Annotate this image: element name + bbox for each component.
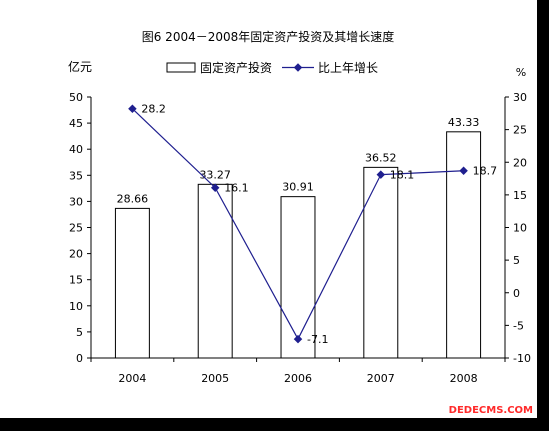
bar: [280, 196, 316, 359]
growth-value-label: 16.1: [224, 182, 249, 195]
growth-point: [459, 166, 468, 175]
growth-point: [376, 170, 386, 179]
left-axis-tick-label: 35: [69, 169, 83, 182]
right-axis-tick-label: 10: [513, 222, 527, 235]
chart-title: 图6 2004－2008年固定资产投资及其增长速度: [142, 29, 395, 44]
growth-value-label: 18.1: [390, 169, 415, 182]
right-axis-tick-label: 30: [513, 91, 527, 104]
left-axis-tick-label: 50: [69, 91, 83, 104]
bar: [197, 183, 233, 359]
bar-value-label: 33.27: [199, 168, 231, 181]
left-axis-label: 亿元: [68, 59, 92, 74]
left-axis-tick-label: 20: [69, 248, 83, 261]
x-axis-tick-label: 2006: [284, 372, 312, 385]
growth-value-label: 18.7: [473, 165, 498, 178]
bar: [114, 207, 150, 359]
left-axis-tick-label: 0: [76, 352, 83, 365]
bar: [363, 166, 399, 359]
watermark-line-1: 织梦内容管理系统: [436, 390, 533, 405]
right-axis-tick-label: 5: [513, 254, 520, 267]
watermark-line-2: DEDECMS.COM: [448, 405, 533, 416]
x-axis-tick-label: 2005: [201, 372, 229, 385]
x-axis-tick-label: 2007: [367, 372, 395, 385]
left-axis-tick-label: 10: [69, 300, 83, 313]
x-axis-tick-label: 2008: [450, 372, 478, 385]
left-axis-tick-label: 45: [69, 117, 83, 130]
growth-point: [210, 183, 220, 192]
right-axis-tick-label: 25: [513, 124, 527, 137]
left-axis-tick-label: 30: [69, 195, 83, 208]
bar-value-label: 43.33: [448, 116, 480, 129]
bar-value-label: 30.91: [282, 181, 314, 194]
right-axis-tick-label: -10: [513, 352, 531, 365]
chart-panel: 图6 2004－2008年固定资产投资及其增长速度 亿元 % 固定资产投资 比上…: [0, 0, 537, 418]
bar-value-label: 36.52: [365, 151, 397, 164]
plot-area: 0 5 10 15 20 25 30 35 40 45 50 -10 -5 0 5 10 15 20 25 30 200…: [69, 91, 531, 385]
legend-line-marker: [293, 63, 303, 72]
growth-value-label: -7.1: [307, 333, 328, 346]
growth-point: [293, 334, 303, 344]
legend-bar-label: 固定资产投资: [200, 60, 272, 75]
right-axis-tick-label: 20: [513, 156, 527, 169]
legend-line-label: 比上年增长: [318, 61, 378, 75]
right-axis-tick-label: 0: [513, 287, 520, 300]
legend-bar-swatch: [166, 62, 196, 73]
left-axis-tick-label: 15: [69, 274, 83, 287]
growth-point: [128, 104, 137, 113]
combo-chart: 图6 2004－2008年固定资产投资及其增长速度 亿元 % 固定资产投资 比上…: [68, 29, 531, 385]
right-axis-tick-label: 15: [513, 189, 527, 202]
left-axis-tick-label: 25: [69, 222, 83, 235]
legend: 固定资产投资 比上年增长: [166, 60, 378, 75]
left-axis-tick-label: 40: [69, 143, 83, 156]
left-axis-tick-label: 5: [76, 326, 83, 339]
bar-value-label: 28.66: [117, 192, 149, 205]
right-axis-tick-label: -5: [513, 319, 524, 332]
watermark: 织梦内容管理系统 DEDECMS.COM: [436, 390, 533, 416]
right-axis-label: %: [516, 66, 526, 79]
x-axis-tick-label: 2004: [118, 372, 146, 385]
growth-value-label: 28.2: [141, 103, 166, 116]
